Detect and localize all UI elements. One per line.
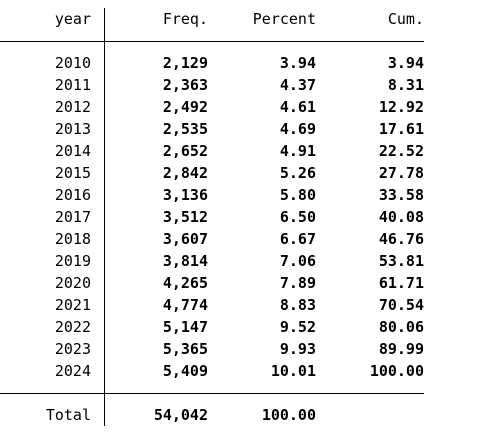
row-year: 2012	[54, 98, 91, 116]
row-cum: 8.31	[387, 76, 424, 94]
row-cum: 3.94	[387, 54, 424, 72]
row-cum: 46.76	[378, 230, 424, 248]
row-cum: 61.71	[378, 274, 424, 292]
row-freq: 4,265	[162, 274, 208, 292]
row-freq: 5,365	[162, 340, 208, 358]
row-percent: 5.80	[279, 186, 316, 204]
row-year: 2018	[54, 230, 91, 248]
row-cum: 27.78	[378, 164, 424, 182]
row-cum: 17.61	[378, 120, 424, 138]
row-cum: 70.54	[378, 296, 424, 314]
total-rule	[0, 393, 424, 394]
row-cum: 80.06	[378, 318, 424, 336]
row-freq: 2,842	[162, 164, 208, 182]
row-year: 2024	[54, 362, 91, 380]
header-freq: Freq.	[162, 10, 208, 28]
column-divider	[104, 8, 105, 426]
row-percent: 7.06	[279, 252, 316, 270]
row-percent: 10.01	[270, 362, 316, 380]
row-cum: 53.81	[378, 252, 424, 270]
total-percent: 100.00	[261, 406, 316, 424]
row-percent: 4.91	[279, 142, 316, 160]
row-year: 2017	[54, 208, 91, 226]
row-freq: 2,652	[162, 142, 208, 160]
row-percent: 6.50	[279, 208, 316, 226]
row-percent: 6.67	[279, 230, 316, 248]
row-cum: 12.92	[378, 98, 424, 116]
row-freq: 4,774	[162, 296, 208, 314]
row-year: 2016	[54, 186, 91, 204]
row-year: 2010	[54, 54, 91, 72]
row-percent: 9.93	[279, 340, 316, 358]
row-freq: 2,535	[162, 120, 208, 138]
row-percent: 3.94	[279, 54, 316, 72]
row-year: 2014	[54, 142, 91, 160]
header-cum: Cum.	[387, 10, 424, 28]
row-year: 2021	[54, 296, 91, 314]
row-year: 2020	[54, 274, 91, 292]
row-freq: 3,136	[162, 186, 208, 204]
row-percent: 8.83	[279, 296, 316, 314]
row-cum: 22.52	[378, 142, 424, 160]
row-freq: 2,129	[162, 54, 208, 72]
row-percent: 9.52	[279, 318, 316, 336]
row-cum: 40.08	[378, 208, 424, 226]
row-percent: 4.61	[279, 98, 316, 116]
row-year: 2015	[54, 164, 91, 182]
row-year: 2022	[54, 318, 91, 336]
total-label: Total	[45, 406, 91, 424]
row-freq: 5,409	[162, 362, 208, 380]
header-rule	[0, 41, 424, 42]
row-freq: 3,814	[162, 252, 208, 270]
row-percent: 4.69	[279, 120, 316, 138]
total-freq: 54,042	[153, 406, 208, 424]
row-cum: 100.00	[369, 362, 424, 380]
header-percent: Percent	[252, 10, 316, 28]
row-percent: 7.89	[279, 274, 316, 292]
row-freq: 5,147	[162, 318, 208, 336]
row-freq: 3,607	[162, 230, 208, 248]
row-freq: 3,512	[162, 208, 208, 226]
row-freq: 2,363	[162, 76, 208, 94]
header-year: year	[54, 10, 91, 28]
row-cum: 33.58	[378, 186, 424, 204]
row-percent: 4.37	[279, 76, 316, 94]
row-year: 2019	[54, 252, 91, 270]
row-year: 2013	[54, 120, 91, 138]
row-freq: 2,492	[162, 98, 208, 116]
row-year: 2023	[54, 340, 91, 358]
row-percent: 5.26	[279, 164, 316, 182]
row-cum: 89.99	[378, 340, 424, 358]
row-year: 2011	[54, 76, 91, 94]
